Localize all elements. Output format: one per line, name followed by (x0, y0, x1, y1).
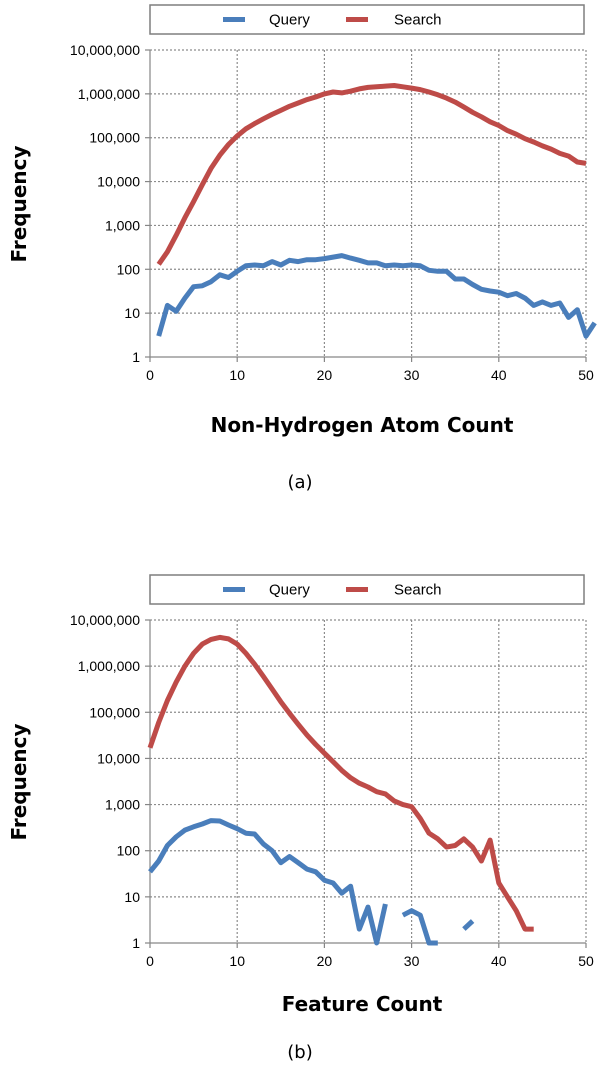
chart-a-x-ticks: 0 10 20 30 40 50 (146, 357, 594, 383)
chart-a: Query Search1101001,00010,000100,0001,000… (7, 4, 597, 493)
chart-a-series-query (156, 253, 597, 339)
chart-b-y-tick-label-0: 1 (132, 935, 140, 951)
chart-a-x-tick-label-2: 20 (317, 367, 333, 383)
chart-a-y-tick-label-4: 10,000 (97, 174, 140, 190)
chart-b-grid (150, 619, 587, 943)
chart-a-x-tick-label-3: 30 (404, 367, 420, 383)
chart-b-x-tick-label-4: 40 (491, 953, 507, 969)
chart-b-legend-label-1: Search (394, 582, 442, 599)
chart-b-y-ticks: 1 10 100 1,000 10,000 100,000 1,000,000 10,000,… (70, 612, 150, 951)
chart-b-series-query (148, 818, 475, 946)
chart-b-x-tick-label-3: 30 (404, 953, 420, 969)
chart-b: Query Search1101001,00010,000100,0001,000… (7, 574, 594, 1063)
chart-a-y-ticks: 1 10 100 1,000 10,000 100,000 1,000,000 10,000,… (70, 42, 150, 365)
chart-a-legend-label-0: Query (269, 12, 310, 29)
chart-a-series-1-line-0 (156, 83, 587, 266)
chart-b-x-tick-label-2: 20 (317, 953, 333, 969)
chart-a-series-search (156, 83, 587, 266)
chart-b-series-search (147, 634, 534, 932)
chart-a-y-tick-label-1: 10 (124, 305, 140, 321)
chart-a-x-tick-label-0: 0 (146, 367, 154, 383)
chart-b-series-0-line-2 (462, 919, 475, 931)
chart-b-series-0-line-1 (401, 908, 438, 946)
chart-b-y-tick-label-2: 100 (117, 843, 141, 859)
chart-a-y-tick-label-2: 100 (117, 261, 141, 277)
chart-a-caption: (a) (287, 472, 312, 493)
chart-b-series-1-line-0 (147, 634, 534, 932)
chart-b-y-tick-label-7: 10,000,000 (70, 612, 140, 628)
chart-b-caption: (b) (287, 1042, 312, 1063)
chart-a-series-0-line-0 (156, 253, 597, 339)
chart-a-legend: Query Search (149, 4, 585, 35)
chart-a-y-tick-label-5: 100,000 (89, 130, 140, 146)
chart-b-y-tick-label-1: 10 (124, 889, 140, 905)
chart-a-x-tick-label-1: 10 (229, 367, 245, 383)
chart-b-x-tick-label-0: 0 (146, 953, 154, 969)
chart-b-y-tick-label-5: 100,000 (89, 704, 140, 720)
chart-a-x-tick-label-4: 40 (491, 367, 507, 383)
chart-a-y-axis-label: Frequency (7, 145, 31, 262)
chart-a-x-axis-label: Non-Hydrogen Atom Count (211, 413, 514, 437)
chart-a-legend-label-1: Search (394, 12, 442, 29)
chart-a-y-tick-label-6: 1,000,000 (78, 86, 140, 102)
chart-a-y-tick-label-3: 1,000 (105, 217, 140, 233)
chart-b-legend: Query Search (149, 574, 585, 605)
chart-b-y-tick-label-6: 1,000,000 (78, 658, 140, 674)
chart-a-y-tick-label-7: 10,000,000 (70, 42, 140, 58)
chart-b-y-axis-label: Frequency (7, 723, 31, 840)
chart-b-x-ticks: 0 10 20 30 40 50 (146, 943, 594, 969)
chart-b-series-0-line-0 (148, 818, 388, 946)
chart-b-x-tick-label-5: 50 (578, 953, 594, 969)
chart-b-y-tick-label-4: 10,000 (97, 750, 140, 766)
chart-b-x-axis-label: Feature Count (282, 992, 443, 1016)
chart-a-y-tick-label-0: 1 (132, 349, 140, 365)
chart-b-y-tick-label-3: 1,000 (105, 797, 140, 813)
chart-b-x-tick-label-1: 10 (229, 953, 245, 969)
chart-a-grid (150, 49, 587, 357)
chart-a-x-tick-label-5: 50 (578, 367, 594, 383)
chart-b-legend-label-0: Query (269, 582, 310, 599)
